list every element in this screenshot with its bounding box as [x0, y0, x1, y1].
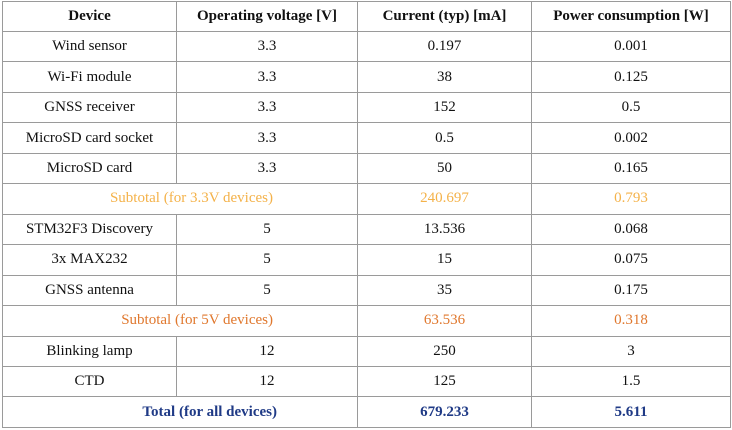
power-cell: 0.165	[531, 152, 731, 185]
header-device: Device	[2, 1, 177, 32]
table-row: 3x MAX232 5 15 0.075	[2, 244, 731, 276]
device-cell: MicroSD card	[2, 152, 177, 185]
voltage-cell: 5	[176, 244, 358, 276]
power-cell: 0.002	[531, 122, 731, 154]
device-cell: GNSS receiver	[2, 91, 177, 124]
current-cell: 152	[357, 91, 532, 124]
table-row: GNSS receiver 3.3 152 0.5	[2, 91, 731, 124]
subtotal-5v-power: 0.318	[531, 305, 731, 337]
current-cell: 13.536	[357, 213, 532, 246]
power-cell: 0.075	[531, 244, 731, 276]
voltage-cell: 12	[176, 335, 358, 367]
table-row: MicroSD card socket 3.3 0.5 0.002	[2, 122, 731, 154]
header-power: Power consumption [W]	[531, 1, 731, 32]
current-cell: 125	[357, 365, 532, 398]
device-cell: GNSS antenna	[2, 274, 177, 307]
subtotal-row-3v3: Subtotal (for 3.3V devices) 240.697 0.79…	[2, 183, 731, 215]
table-row: Wind sensor 3.3 0.197 0.001	[2, 30, 731, 63]
device-cell: STM32F3 Discovery	[2, 213, 177, 246]
voltage-cell: 3.3	[176, 91, 358, 124]
table-row: GNSS antenna 5 35 0.175	[2, 274, 731, 307]
power-cell: 1.5	[531, 365, 731, 398]
power-cell: 0.068	[531, 213, 731, 246]
device-cell: 3x MAX232	[2, 244, 177, 276]
total-label: Total (for all devices)	[2, 396, 358, 428]
current-cell: 50	[357, 152, 532, 185]
voltage-cell: 5	[176, 213, 358, 246]
device-cell: CTD	[2, 365, 177, 398]
voltage-cell: 12	[176, 365, 358, 398]
header-row: Device Operating voltage [V] Current (ty…	[2, 1, 731, 32]
subtotal-5v-label: Subtotal (for 5V devices)	[2, 305, 358, 337]
current-cell: 15	[357, 244, 532, 276]
table-row: CTD 12 125 1.5	[2, 365, 731, 398]
power-cell: 0.175	[531, 274, 731, 307]
subtotal-row-5v: Subtotal (for 5V devices) 63.536 0.318	[2, 305, 731, 337]
current-cell: 35	[357, 274, 532, 307]
power-cell: 3	[531, 335, 731, 367]
table-row: STM32F3 Discovery 5 13.536 0.068	[2, 213, 731, 246]
device-cell: Blinking lamp	[2, 335, 177, 367]
total-current: 679.233	[357, 396, 532, 428]
device-cell: MicroSD card socket	[2, 122, 177, 154]
current-cell: 0.5	[357, 122, 532, 154]
current-cell: 38	[357, 61, 532, 93]
voltage-cell: 3.3	[176, 122, 358, 154]
total-row: Total (for all devices) 679.233 5.611	[2, 396, 731, 428]
subtotal-3v3-current: 240.697	[357, 183, 532, 215]
device-cell: Wind sensor	[2, 30, 177, 63]
device-cell: Wi-Fi module	[2, 61, 177, 93]
current-cell: 250	[357, 335, 532, 367]
subtotal-3v3-power: 0.793	[531, 183, 731, 215]
total-power: 5.611	[531, 396, 731, 428]
subtotal-5v-current: 63.536	[357, 305, 532, 337]
header-voltage: Operating voltage [V]	[176, 1, 358, 32]
voltage-cell: 3.3	[176, 152, 358, 185]
power-cell: 0.5	[531, 91, 731, 124]
voltage-cell: 3.3	[176, 30, 358, 63]
power-cell: 0.125	[531, 61, 731, 93]
table-row: MicroSD card 3.3 50 0.165	[2, 152, 731, 185]
voltage-cell: 5	[176, 274, 358, 307]
subtotal-3v3-label: Subtotal (for 3.3V devices)	[2, 183, 358, 215]
current-cell: 0.197	[357, 30, 532, 63]
table-row: Blinking lamp 12 250 3	[2, 335, 731, 367]
voltage-cell: 3.3	[176, 61, 358, 93]
power-cell: 0.001	[531, 30, 731, 63]
table-row: Wi-Fi module 3.3 38 0.125	[2, 61, 731, 93]
header-current: Current (typ) [mA]	[357, 1, 532, 32]
